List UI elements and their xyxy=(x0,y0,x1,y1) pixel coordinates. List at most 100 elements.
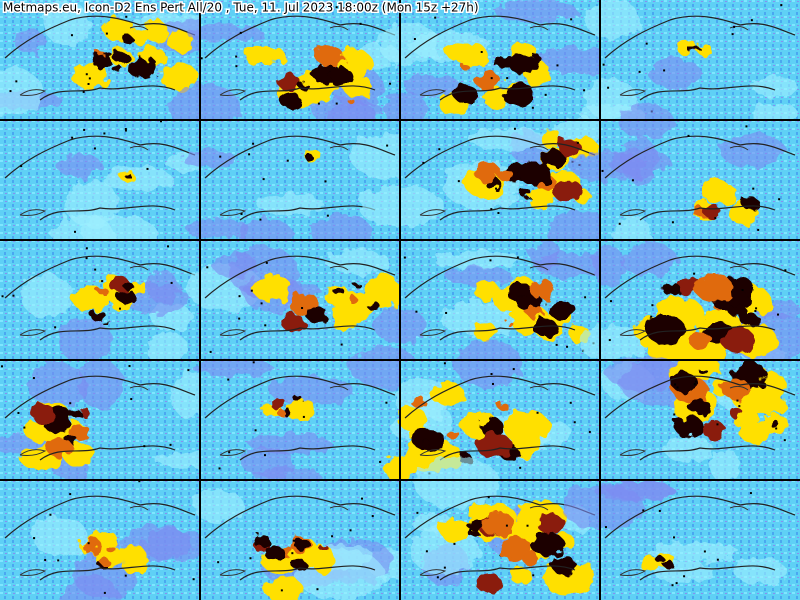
precip-cell xyxy=(122,290,136,301)
station-dot xyxy=(124,129,127,132)
precip-cell xyxy=(309,307,329,322)
station-dot xyxy=(316,588,319,591)
station-dot xyxy=(750,19,753,22)
station-dot xyxy=(33,537,36,540)
precip-cell xyxy=(112,65,123,73)
field-patch xyxy=(607,482,676,500)
station-dot xyxy=(784,269,787,272)
precip-cell xyxy=(655,556,665,564)
precip-cell xyxy=(548,300,576,321)
station-dot xyxy=(94,268,97,271)
station-dot xyxy=(227,378,230,381)
station-dot xyxy=(248,153,251,156)
precip-halo xyxy=(473,322,498,342)
station-dot xyxy=(349,529,352,532)
precip-cell xyxy=(80,408,92,418)
precip-cell xyxy=(529,279,555,299)
field-patch xyxy=(649,57,702,90)
station-dot xyxy=(602,63,605,66)
forecast-panel xyxy=(373,240,612,360)
border-line xyxy=(404,255,596,341)
station-dot xyxy=(453,542,456,545)
station-dot xyxy=(425,550,428,553)
precip-cell xyxy=(742,197,760,211)
station-dot xyxy=(436,576,439,579)
precip-halo xyxy=(19,448,43,468)
lake-outline xyxy=(619,385,749,456)
field-patch xyxy=(0,67,43,117)
station-dot xyxy=(49,513,52,516)
precip-cell xyxy=(315,45,344,67)
station-dot xyxy=(480,50,483,53)
station-dot xyxy=(359,22,362,25)
station-dot xyxy=(422,161,425,164)
station-dot xyxy=(238,317,241,320)
station-dot xyxy=(416,511,419,514)
station-dot xyxy=(124,574,127,577)
station-dot xyxy=(489,259,492,262)
precip-cell xyxy=(688,47,696,54)
station-dot xyxy=(650,315,653,318)
precip-cell xyxy=(123,282,134,290)
border-line xyxy=(204,495,396,581)
station-dot xyxy=(495,187,498,190)
station-dot xyxy=(526,524,529,527)
station-dot xyxy=(671,221,674,224)
precip-cell xyxy=(410,396,426,408)
lake-outline xyxy=(419,145,549,216)
precip-cell xyxy=(498,169,514,182)
station-dot xyxy=(566,345,569,348)
station-dot xyxy=(20,165,23,168)
forecast-panel xyxy=(170,0,401,133)
station-dot xyxy=(70,34,73,37)
station-dot xyxy=(254,429,257,432)
precip-cell xyxy=(503,84,534,108)
station-dot xyxy=(386,144,389,147)
station-dot xyxy=(124,127,127,130)
station-dot xyxy=(167,245,170,248)
station-dot xyxy=(491,382,494,385)
station-dot xyxy=(443,566,446,569)
station-dot xyxy=(584,296,587,299)
station-dot xyxy=(757,228,760,231)
lake-outline xyxy=(19,505,149,576)
field-patch xyxy=(620,136,658,184)
precip-halo xyxy=(252,273,291,303)
station-dot xyxy=(716,423,719,426)
station-dot xyxy=(783,439,786,442)
precip-cell xyxy=(281,313,305,332)
precip-halo xyxy=(679,351,719,381)
station-dot xyxy=(438,148,441,151)
precip-cell xyxy=(688,398,711,416)
precip-cell xyxy=(526,305,544,319)
field-patch xyxy=(621,243,679,277)
station-dot xyxy=(651,304,654,307)
precip-halo xyxy=(755,300,773,315)
forecast-panel xyxy=(191,345,418,485)
precip-cell xyxy=(294,538,311,551)
precip-cell xyxy=(497,401,509,411)
precip-halo xyxy=(667,302,682,315)
precip-cell xyxy=(645,314,686,345)
precip-cell xyxy=(475,71,501,91)
precip-cell xyxy=(68,409,82,419)
precip-cell xyxy=(701,202,720,217)
precip-cell xyxy=(312,68,332,83)
station-dot xyxy=(536,411,539,414)
station-dot xyxy=(169,443,172,446)
precip-cell xyxy=(662,282,681,296)
station-dot xyxy=(103,132,106,135)
field-patch xyxy=(579,325,649,361)
precip-cell xyxy=(674,415,704,438)
precip-cell xyxy=(282,409,293,417)
station-dot xyxy=(260,302,263,305)
station-dot xyxy=(658,509,661,512)
lake-outline xyxy=(19,385,149,456)
precip-halo xyxy=(261,581,278,595)
station-dot xyxy=(385,401,388,404)
station-dot xyxy=(335,6,338,9)
station-dot xyxy=(263,454,266,457)
station-dot xyxy=(487,496,490,499)
station-dot xyxy=(15,80,18,83)
precip-halo xyxy=(266,576,304,600)
